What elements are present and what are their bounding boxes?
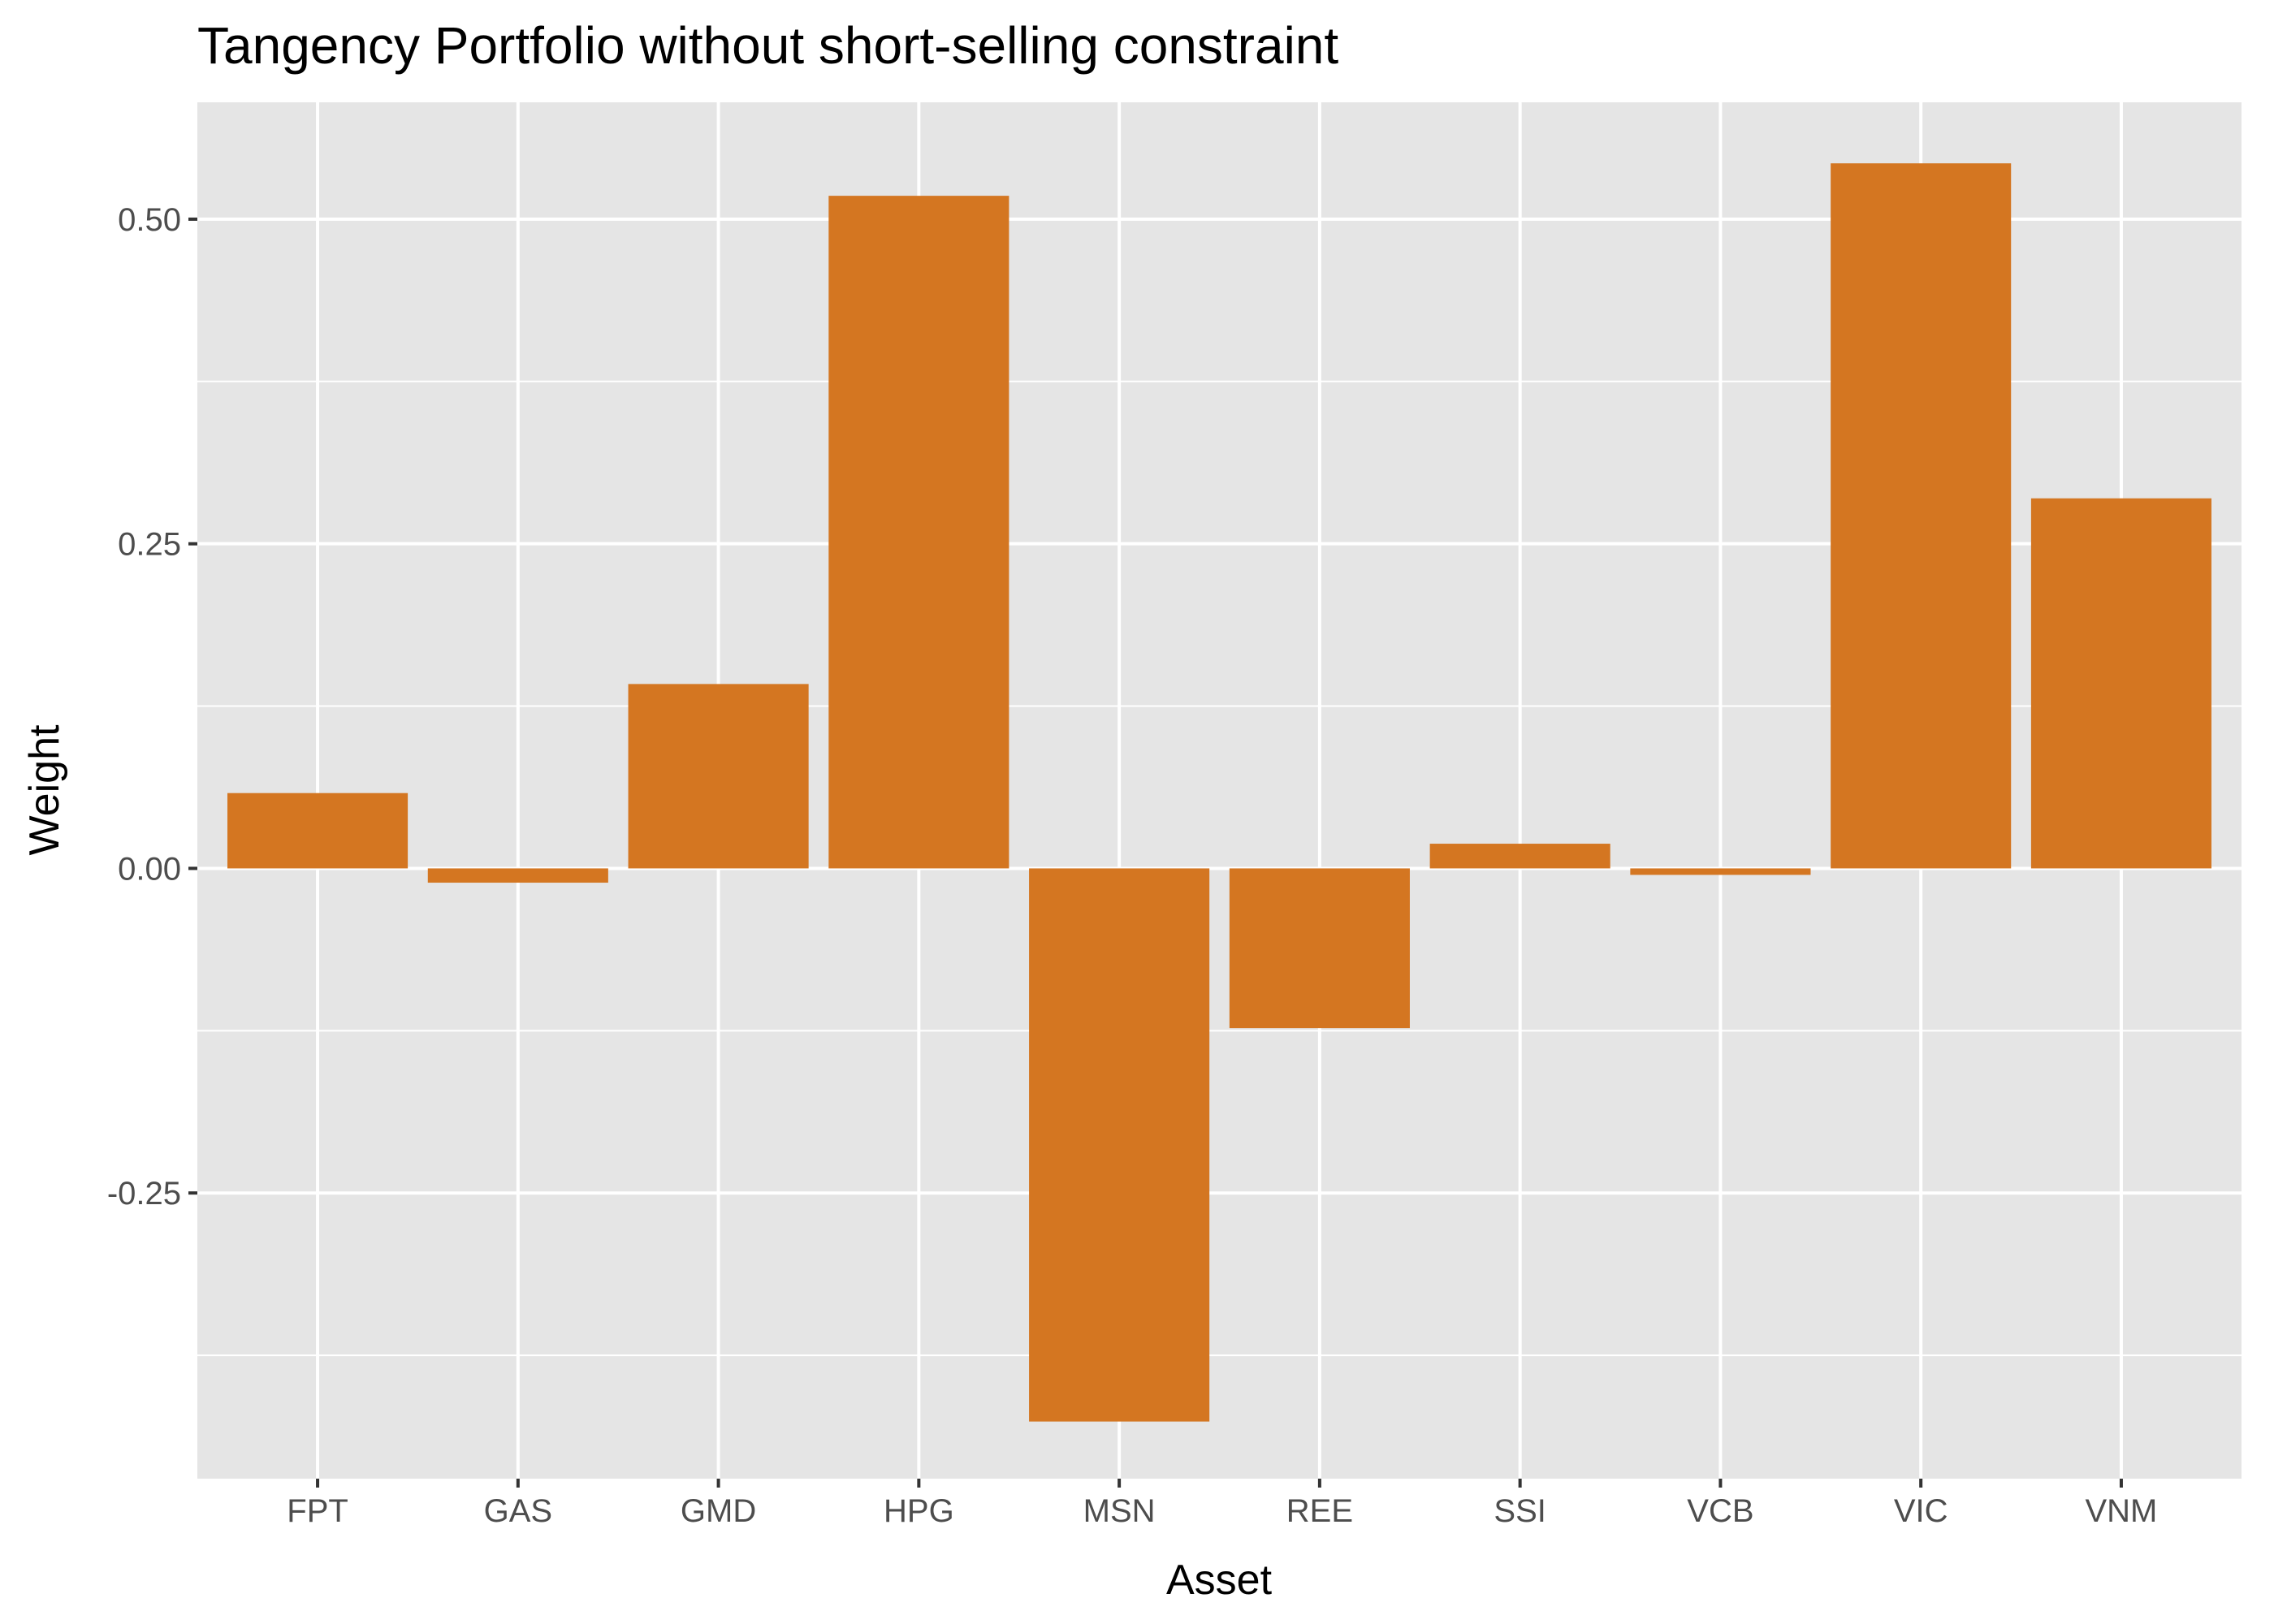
bar-ree — [1229, 868, 1410, 1029]
x-tick-label: REE — [1286, 1493, 1353, 1529]
bar-vic — [1831, 163, 2012, 869]
y-tick-label: 0.25 — [118, 527, 181, 563]
x-tick-label: VIC — [1894, 1493, 1948, 1529]
y-tick-label: -0.25 — [107, 1176, 181, 1212]
bar-vnm — [2030, 498, 2211, 869]
bar-gmd — [628, 684, 809, 869]
bar-msn — [1029, 868, 1210, 1422]
y-axis-title: Weight — [21, 724, 68, 855]
bar-hpg — [828, 196, 1009, 869]
x-tick-label: VNM — [2085, 1493, 2157, 1529]
x-tick-label: SSI — [1494, 1493, 1546, 1529]
bars — [227, 163, 2211, 1422]
y-axis: -0.25 0.00 0.25 0.50 — [107, 202, 197, 1212]
bar-gas — [427, 868, 608, 883]
chart-title: Tangency Portfolio without short-selling… — [197, 16, 1338, 75]
y-tick-label: 0.00 — [118, 851, 181, 887]
y-tick-label: 0.50 — [118, 202, 181, 238]
bar-vcb — [1630, 868, 1811, 875]
x-axis-title: Asset — [1166, 1557, 1273, 1604]
x-tick-label: HPG — [884, 1493, 954, 1529]
x-tick-label: MSN — [1083, 1493, 1156, 1529]
x-tick-label: GAS — [484, 1493, 552, 1529]
x-tick-label: GMD — [681, 1493, 756, 1529]
x-tick-label: FPT — [287, 1493, 348, 1529]
bar-ssi — [1429, 844, 1610, 869]
bar-fpt — [227, 793, 409, 869]
x-axis: FPT GAS GMD HPG MSN REE SSI VCB VIC VNM — [287, 1479, 2157, 1529]
x-tick-label: VCB — [1687, 1493, 1753, 1529]
